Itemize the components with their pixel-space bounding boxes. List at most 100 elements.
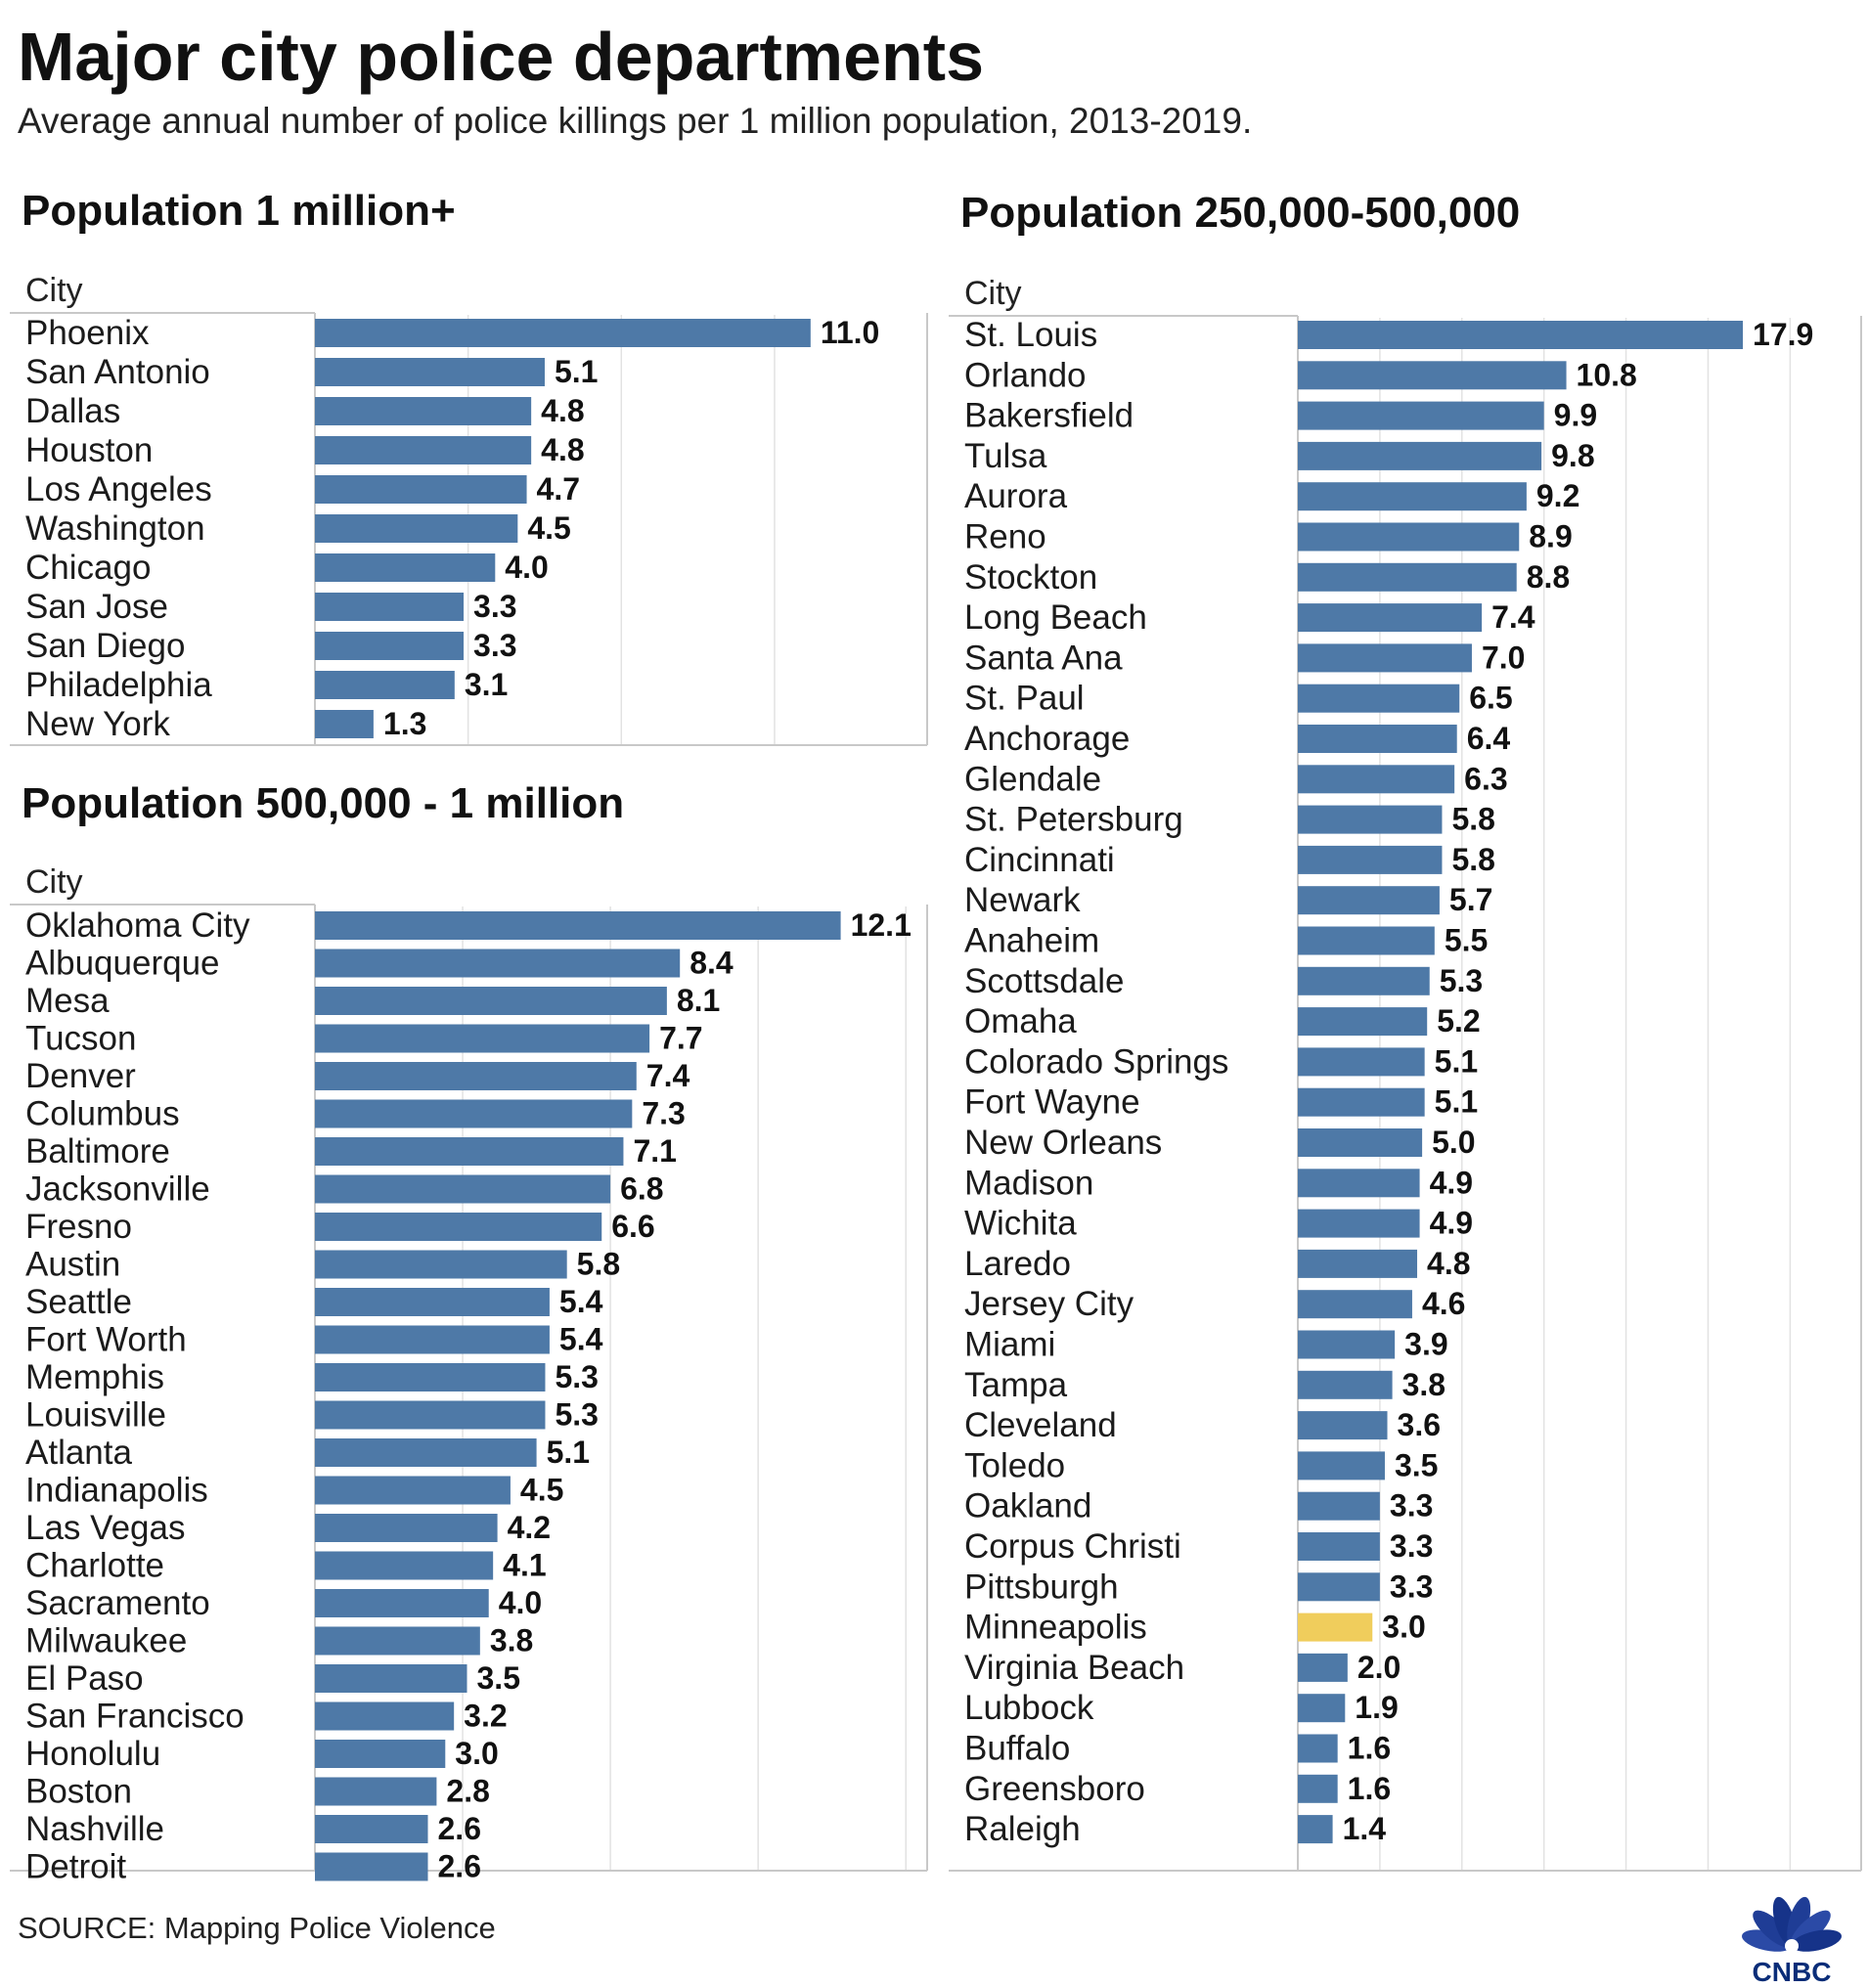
category-label: Fort Worth bbox=[25, 1321, 187, 1359]
bar bbox=[1298, 603, 1483, 633]
panel-2: Population 500,000 - 1 million City Oklaho… bbox=[10, 779, 928, 1886]
bar bbox=[315, 1024, 650, 1053]
value-label: 3.0 bbox=[455, 1736, 498, 1771]
category-label: Toledo bbox=[964, 1446, 1065, 1484]
value-label: 4.9 bbox=[1430, 1206, 1473, 1241]
value-label: 9.9 bbox=[1554, 398, 1597, 433]
value-label: 3.8 bbox=[1402, 1367, 1445, 1402]
peacock-feather bbox=[1787, 1896, 1811, 1947]
category-label: Scottsdale bbox=[964, 962, 1124, 1000]
category-label: St. Paul bbox=[964, 680, 1085, 718]
chart-subtitle: Average annual number of police killings… bbox=[18, 101, 1252, 141]
value-label: 3.5 bbox=[477, 1660, 520, 1696]
value-label: 7.1 bbox=[633, 1133, 676, 1169]
category-label: Santa Ana bbox=[964, 639, 1123, 677]
bar bbox=[1298, 1209, 1420, 1238]
value-label: 1.6 bbox=[1348, 1771, 1391, 1806]
value-label: 11.0 bbox=[821, 315, 880, 350]
bar bbox=[315, 710, 374, 738]
category-label: Oakland bbox=[964, 1487, 1091, 1525]
bar bbox=[315, 358, 545, 386]
value-label: 6.4 bbox=[1467, 721, 1511, 756]
category-label: Detroit bbox=[25, 1848, 126, 1886]
bar bbox=[1298, 1290, 1412, 1319]
value-label: 4.0 bbox=[505, 550, 548, 585]
value-label: 8.8 bbox=[1527, 559, 1570, 595]
bar bbox=[1298, 926, 1435, 955]
bar bbox=[1298, 1815, 1333, 1844]
category-label: San Antonio bbox=[25, 353, 210, 391]
bar bbox=[315, 436, 532, 464]
value-label: 17.9 bbox=[1753, 317, 1813, 352]
value-label: 3.0 bbox=[1382, 1610, 1425, 1645]
bar bbox=[1298, 1734, 1338, 1763]
value-label: 1.4 bbox=[1343, 1811, 1387, 1846]
value-label: 5.3 bbox=[555, 1397, 598, 1433]
value-label: 5.3 bbox=[555, 1359, 598, 1394]
category-label: Long Beach bbox=[964, 598, 1147, 637]
bar bbox=[315, 1740, 446, 1768]
bar bbox=[315, 1137, 624, 1166]
bar bbox=[1298, 1128, 1423, 1157]
peacock-feather bbox=[1791, 1929, 1842, 1952]
category-label: Tucson bbox=[25, 1020, 136, 1058]
category-label: Wichita bbox=[964, 1205, 1077, 1243]
category-label: Oklahoma City bbox=[25, 906, 250, 945]
value-label: 2.6 bbox=[438, 1811, 481, 1846]
bar bbox=[315, 1062, 637, 1090]
category-label: El Paso bbox=[25, 1659, 144, 1698]
value-label: 5.8 bbox=[1451, 802, 1494, 837]
column-header: City bbox=[25, 272, 83, 309]
bar bbox=[1298, 321, 1744, 349]
category-label: Greensboro bbox=[964, 1770, 1145, 1808]
value-label: 5.1 bbox=[1435, 1084, 1478, 1120]
category-label: Virginia Beach bbox=[964, 1649, 1184, 1687]
value-label: 1.6 bbox=[1348, 1731, 1391, 1766]
value-label: 2.6 bbox=[438, 1849, 481, 1884]
chart-title: Major city police departments bbox=[18, 19, 984, 95]
category-label: Lubbock bbox=[964, 1689, 1094, 1727]
category-label: Honolulu bbox=[25, 1735, 160, 1773]
value-label: 10.8 bbox=[1577, 357, 1637, 392]
bar bbox=[1298, 1451, 1385, 1480]
category-label: New York bbox=[25, 705, 170, 743]
value-label: 4.9 bbox=[1430, 1165, 1473, 1200]
value-label: 5.8 bbox=[577, 1247, 620, 1282]
bar bbox=[315, 1589, 489, 1617]
value-label: 4.8 bbox=[541, 393, 584, 428]
value-label: 3.6 bbox=[1398, 1407, 1441, 1442]
value-label: 4.1 bbox=[503, 1548, 546, 1583]
bar bbox=[315, 1250, 567, 1279]
category-label: Denver bbox=[25, 1057, 136, 1095]
source-note: SOURCE: Mapping Police Violence bbox=[18, 1911, 496, 1945]
bar bbox=[1298, 522, 1520, 552]
category-label: Fort Wayne bbox=[964, 1083, 1140, 1122]
value-label: 4.2 bbox=[508, 1510, 551, 1545]
category-label: St. Petersburg bbox=[964, 801, 1183, 839]
category-label: Jersey City bbox=[964, 1285, 1134, 1323]
chart-panels: Population 1 million+ City Phoenix 11.0 San … bbox=[10, 187, 1862, 1886]
value-label: 5.4 bbox=[559, 1284, 603, 1319]
bar bbox=[1298, 1047, 1425, 1077]
column-header: City bbox=[964, 275, 1022, 312]
value-label: 1.9 bbox=[1355, 1690, 1398, 1725]
panel-title: Population 1 million+ bbox=[22, 187, 456, 235]
value-label: 3.3 bbox=[473, 589, 516, 624]
category-label: Charlotte bbox=[25, 1547, 164, 1585]
category-label: Indianapolis bbox=[25, 1472, 208, 1510]
bar bbox=[315, 1325, 550, 1354]
category-label: Seattle bbox=[25, 1283, 132, 1321]
bar bbox=[1298, 643, 1472, 673]
value-label: 3.3 bbox=[473, 628, 516, 663]
panel-title: Population 500,000 - 1 million bbox=[22, 779, 624, 827]
category-label: Cincinnati bbox=[964, 841, 1115, 879]
bar bbox=[315, 1626, 480, 1656]
bar bbox=[1298, 1169, 1420, 1198]
bar bbox=[1298, 765, 1455, 794]
category-label: Omaha bbox=[964, 1002, 1077, 1040]
category-label: Orlando bbox=[964, 356, 1087, 394]
category-label: Atlanta bbox=[25, 1434, 132, 1472]
value-label: 4.7 bbox=[537, 471, 580, 507]
bar bbox=[1298, 725, 1457, 753]
category-label: Jacksonville bbox=[25, 1171, 210, 1209]
